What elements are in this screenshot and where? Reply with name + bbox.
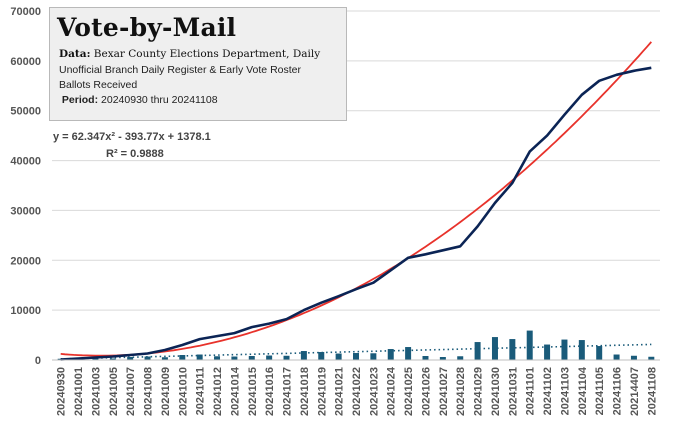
x-tick-label: 20241022 xyxy=(351,367,363,416)
x-tick-label: 20241026 xyxy=(420,367,432,416)
y-tick-label: 70000 xyxy=(10,6,41,18)
x-tick-label: 20240930 xyxy=(56,367,68,416)
x-tick-label: 20241007 xyxy=(125,367,137,416)
bar xyxy=(526,330,533,360)
period-label: Period xyxy=(61,94,95,106)
x-tick-label: 20241019 xyxy=(316,367,328,416)
chart-source: Data: Bexar County Elections Department,… xyxy=(59,48,321,60)
source-label: Data xyxy=(59,48,87,60)
bar xyxy=(439,357,446,360)
chart-subtitle-line1: Unofficial Branch Daily Register & Early… xyxy=(59,64,301,76)
bar xyxy=(231,356,238,360)
bar xyxy=(405,347,412,360)
x-tick-label: 20241003 xyxy=(90,367,102,416)
y-tick-label: 0 xyxy=(35,355,41,367)
bar xyxy=(318,352,325,360)
x-tick-label: 20241108 xyxy=(646,367,658,415)
bar xyxy=(57,358,64,360)
x-tick-label: 20241031 xyxy=(507,367,519,416)
chart-title: Vote-by-Mail xyxy=(57,13,237,42)
trendline-r-squared: R² = 0.9888 xyxy=(106,148,164,160)
x-tick-label: 20241009 xyxy=(160,367,172,416)
cumulative-line xyxy=(60,66,652,361)
x-tick-label: 20241014 xyxy=(229,366,241,416)
x-tick-label: 20241025 xyxy=(403,367,415,416)
bar xyxy=(387,349,394,360)
bar xyxy=(127,357,134,360)
trendline-equation: y = 62.347x² - 393.77x + 1378.1 xyxy=(53,131,211,143)
x-tick-label: 20241021 xyxy=(334,367,346,416)
x-tick-label: 20241105 xyxy=(594,367,606,415)
bar xyxy=(353,353,359,360)
bar xyxy=(335,353,342,360)
y-tick-label: 50000 xyxy=(10,106,41,118)
x-tick-label: 20241029 xyxy=(473,367,485,416)
y-tick-label: 10000 xyxy=(10,305,41,317)
bar xyxy=(457,356,464,360)
bar xyxy=(248,356,255,360)
bar xyxy=(509,339,516,360)
bar xyxy=(196,354,203,360)
bar xyxy=(283,355,290,360)
bar xyxy=(422,356,429,360)
bar xyxy=(214,356,221,360)
y-tick-label: 60000 xyxy=(10,56,41,68)
x-tick-label: 20241008 xyxy=(143,367,155,416)
bar xyxy=(161,357,168,360)
bar xyxy=(92,358,99,360)
bar xyxy=(613,354,620,360)
x-tick-label: 20241027 xyxy=(438,367,450,416)
x-tick-label: 20241018 xyxy=(299,367,311,416)
period-text: 20240930 thru 20241108 xyxy=(101,94,218,106)
bar xyxy=(109,358,116,360)
x-tick-label: 20241015 xyxy=(247,367,259,416)
x-tick-label: 20241030 xyxy=(490,367,502,416)
bar xyxy=(370,353,377,360)
x-tick-label: 20241001 xyxy=(73,367,85,416)
chart-subtitle-line2: Ballots Received xyxy=(59,79,138,91)
x-tick-label: 20241101 xyxy=(525,367,537,415)
bar xyxy=(630,355,637,360)
chart-title-box: Vote-by-Mail Data: Bexar County Election… xyxy=(49,7,347,121)
bar xyxy=(300,351,307,360)
bar xyxy=(491,337,498,360)
x-tick-label: 20241017 xyxy=(282,367,294,416)
x-tick-label: 20241024 xyxy=(386,366,398,416)
bar xyxy=(648,356,655,360)
bar xyxy=(561,339,568,360)
x-tick-label: 20241012 xyxy=(212,367,224,416)
chart-period: Period: 20240930 thru 20241108 xyxy=(61,94,218,106)
x-tick-label: 20241104 xyxy=(577,366,589,415)
y-tick-label: 20000 xyxy=(10,255,41,267)
bar xyxy=(266,355,273,360)
x-tick-label: 20241102 xyxy=(542,367,554,415)
x-tick-label: 20241016 xyxy=(264,367,276,416)
bar xyxy=(544,344,551,360)
x-tick-label: 20241023 xyxy=(368,367,380,416)
bar xyxy=(179,355,186,360)
source-text: Bexar County Elections Department, Daily xyxy=(93,48,321,60)
x-tick-label: 20241005 xyxy=(108,367,120,416)
bar xyxy=(578,340,585,360)
bar xyxy=(144,356,151,360)
x-tick-label: 20241103 xyxy=(559,367,571,415)
x-tick-label: 20241010 xyxy=(177,367,189,416)
bar xyxy=(596,346,603,360)
y-tick-label: 30000 xyxy=(10,205,41,217)
bar xyxy=(474,342,481,360)
x-tick-label: 20241011 xyxy=(195,367,207,415)
x-tick-label: 20241106 xyxy=(612,367,624,415)
x-tick-label: 20241028 xyxy=(455,367,467,416)
y-tick-label: 40000 xyxy=(10,156,41,168)
x-tick-label: 20214407 xyxy=(629,367,641,416)
